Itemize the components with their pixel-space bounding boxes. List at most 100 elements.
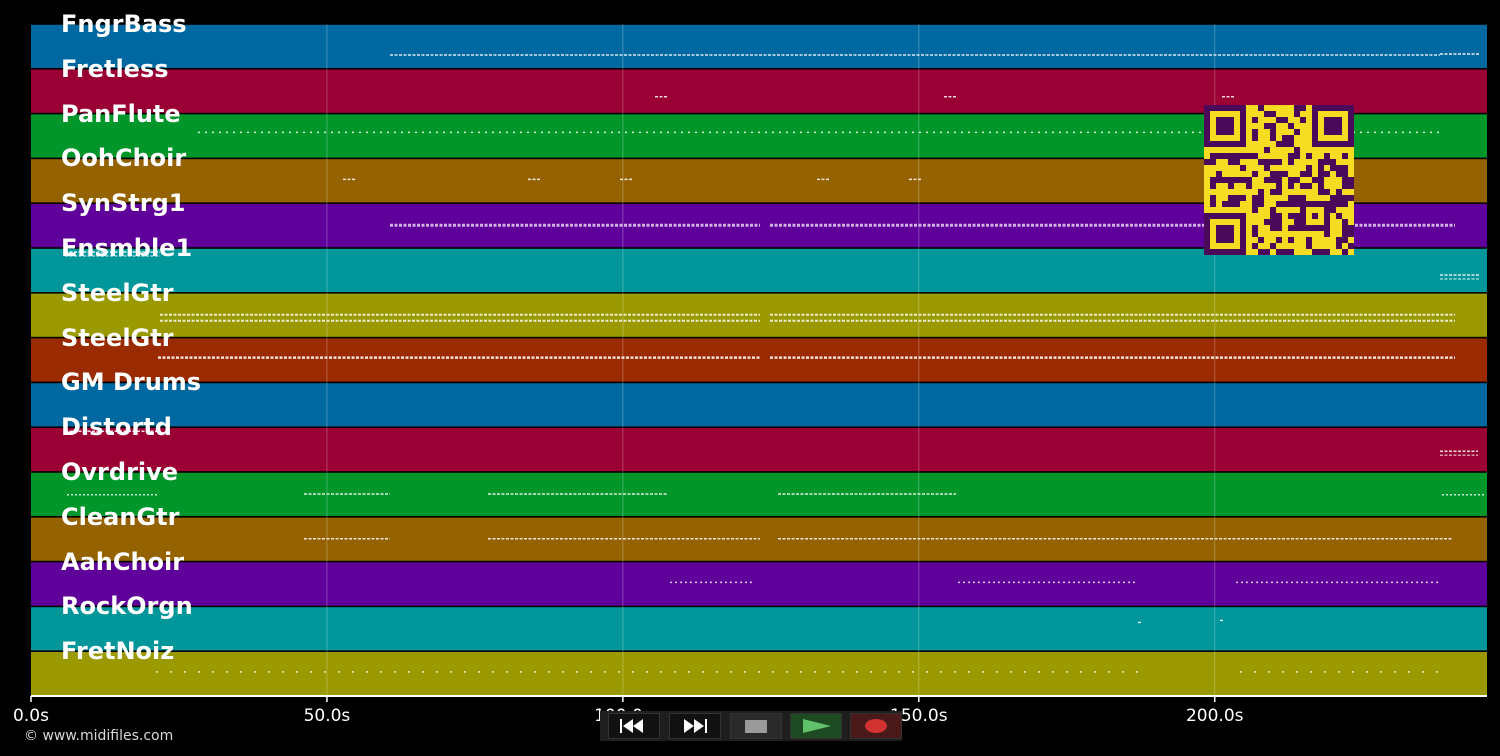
- note: [690, 581, 692, 584]
- note: [1416, 581, 1418, 584]
- note: [772, 131, 774, 134]
- note: [695, 581, 697, 584]
- note: [1336, 581, 1338, 584]
- note: [1281, 581, 1283, 584]
- note: [1311, 581, 1313, 584]
- note: [597, 131, 599, 134]
- note: [170, 671, 172, 673]
- note: [968, 131, 970, 134]
- note: [541, 131, 543, 134]
- note: [1066, 671, 1068, 673]
- note: [127, 494, 129, 496]
- note: [1199, 131, 1201, 134]
- note: [1033, 581, 1035, 584]
- note: [226, 671, 228, 673]
- note: [387, 131, 389, 134]
- note: [408, 131, 410, 134]
- note: [408, 671, 410, 673]
- note: [926, 131, 928, 134]
- track-lane: [31, 383, 1487, 427]
- note: [436, 671, 438, 673]
- note: [1043, 581, 1045, 584]
- note: [380, 131, 382, 134]
- note: [786, 131, 788, 134]
- note: [583, 131, 585, 134]
- note: [625, 131, 627, 134]
- track-label: RockOrgn: [61, 592, 193, 621]
- rewind-button[interactable]: [608, 713, 660, 739]
- qr-code-icon[interactable]: [1204, 105, 1354, 255]
- stop-button[interactable]: [730, 713, 782, 739]
- note: [254, 131, 256, 134]
- note: [1123, 581, 1125, 584]
- track-label: GM Drums: [61, 368, 202, 397]
- note: [856, 671, 858, 673]
- note: [576, 671, 578, 673]
- note: [1371, 581, 1373, 584]
- note: [268, 671, 270, 673]
- axis-tick-label: 200.0s: [1185, 706, 1244, 726]
- axis-tick-label: 50.0s: [303, 706, 351, 726]
- play-button[interactable]: [790, 713, 842, 739]
- note: [1093, 581, 1095, 584]
- note: [1113, 581, 1115, 584]
- note: [988, 581, 990, 584]
- note: [324, 671, 326, 673]
- note: [653, 131, 655, 134]
- note: [1083, 581, 1085, 584]
- note: [1185, 131, 1187, 134]
- note: [555, 131, 557, 134]
- note: [485, 131, 487, 134]
- note: [758, 131, 760, 134]
- note: [1251, 581, 1253, 584]
- note: [842, 671, 844, 673]
- note: [548, 671, 550, 673]
- note: [289, 131, 291, 134]
- note: [569, 131, 571, 134]
- fast-forward-icon: [684, 719, 707, 733]
- note: [1301, 581, 1303, 584]
- note: [155, 494, 157, 496]
- note: [1045, 131, 1047, 134]
- note: [1422, 671, 1424, 673]
- note: [139, 494, 141, 496]
- axis-tick-label: 0.0s: [13, 706, 49, 726]
- track-label: CleanGtr: [61, 502, 180, 531]
- note: [1003, 131, 1005, 134]
- note: [79, 494, 81, 496]
- note: [618, 131, 620, 134]
- note: [828, 671, 830, 673]
- note: [982, 131, 984, 134]
- note: [275, 131, 277, 134]
- fast-forward-button[interactable]: [669, 713, 721, 739]
- note: [1450, 494, 1452, 496]
- note: [103, 494, 105, 496]
- note: [828, 131, 830, 134]
- note: [1129, 131, 1131, 134]
- record-button[interactable]: [850, 713, 902, 739]
- note: [1136, 671, 1138, 673]
- note: [912, 131, 914, 134]
- track-label: SteelGtr: [61, 278, 174, 307]
- note: [303, 131, 305, 134]
- note: [1381, 581, 1383, 584]
- note: [1376, 581, 1378, 584]
- note: [705, 581, 707, 584]
- note: [884, 671, 886, 673]
- note: [1402, 131, 1404, 134]
- note: [1031, 131, 1033, 134]
- note: [345, 131, 347, 134]
- note: [884, 131, 886, 134]
- note: [1101, 131, 1103, 134]
- note: [198, 131, 200, 134]
- note: [709, 131, 711, 134]
- note: [1421, 581, 1423, 584]
- note: [1446, 494, 1448, 496]
- note: [1108, 581, 1110, 584]
- note: [715, 581, 717, 584]
- note: [527, 131, 529, 134]
- track-label: Fretless: [61, 54, 169, 83]
- note: [548, 131, 550, 134]
- note: [1192, 131, 1194, 134]
- note: [75, 494, 77, 496]
